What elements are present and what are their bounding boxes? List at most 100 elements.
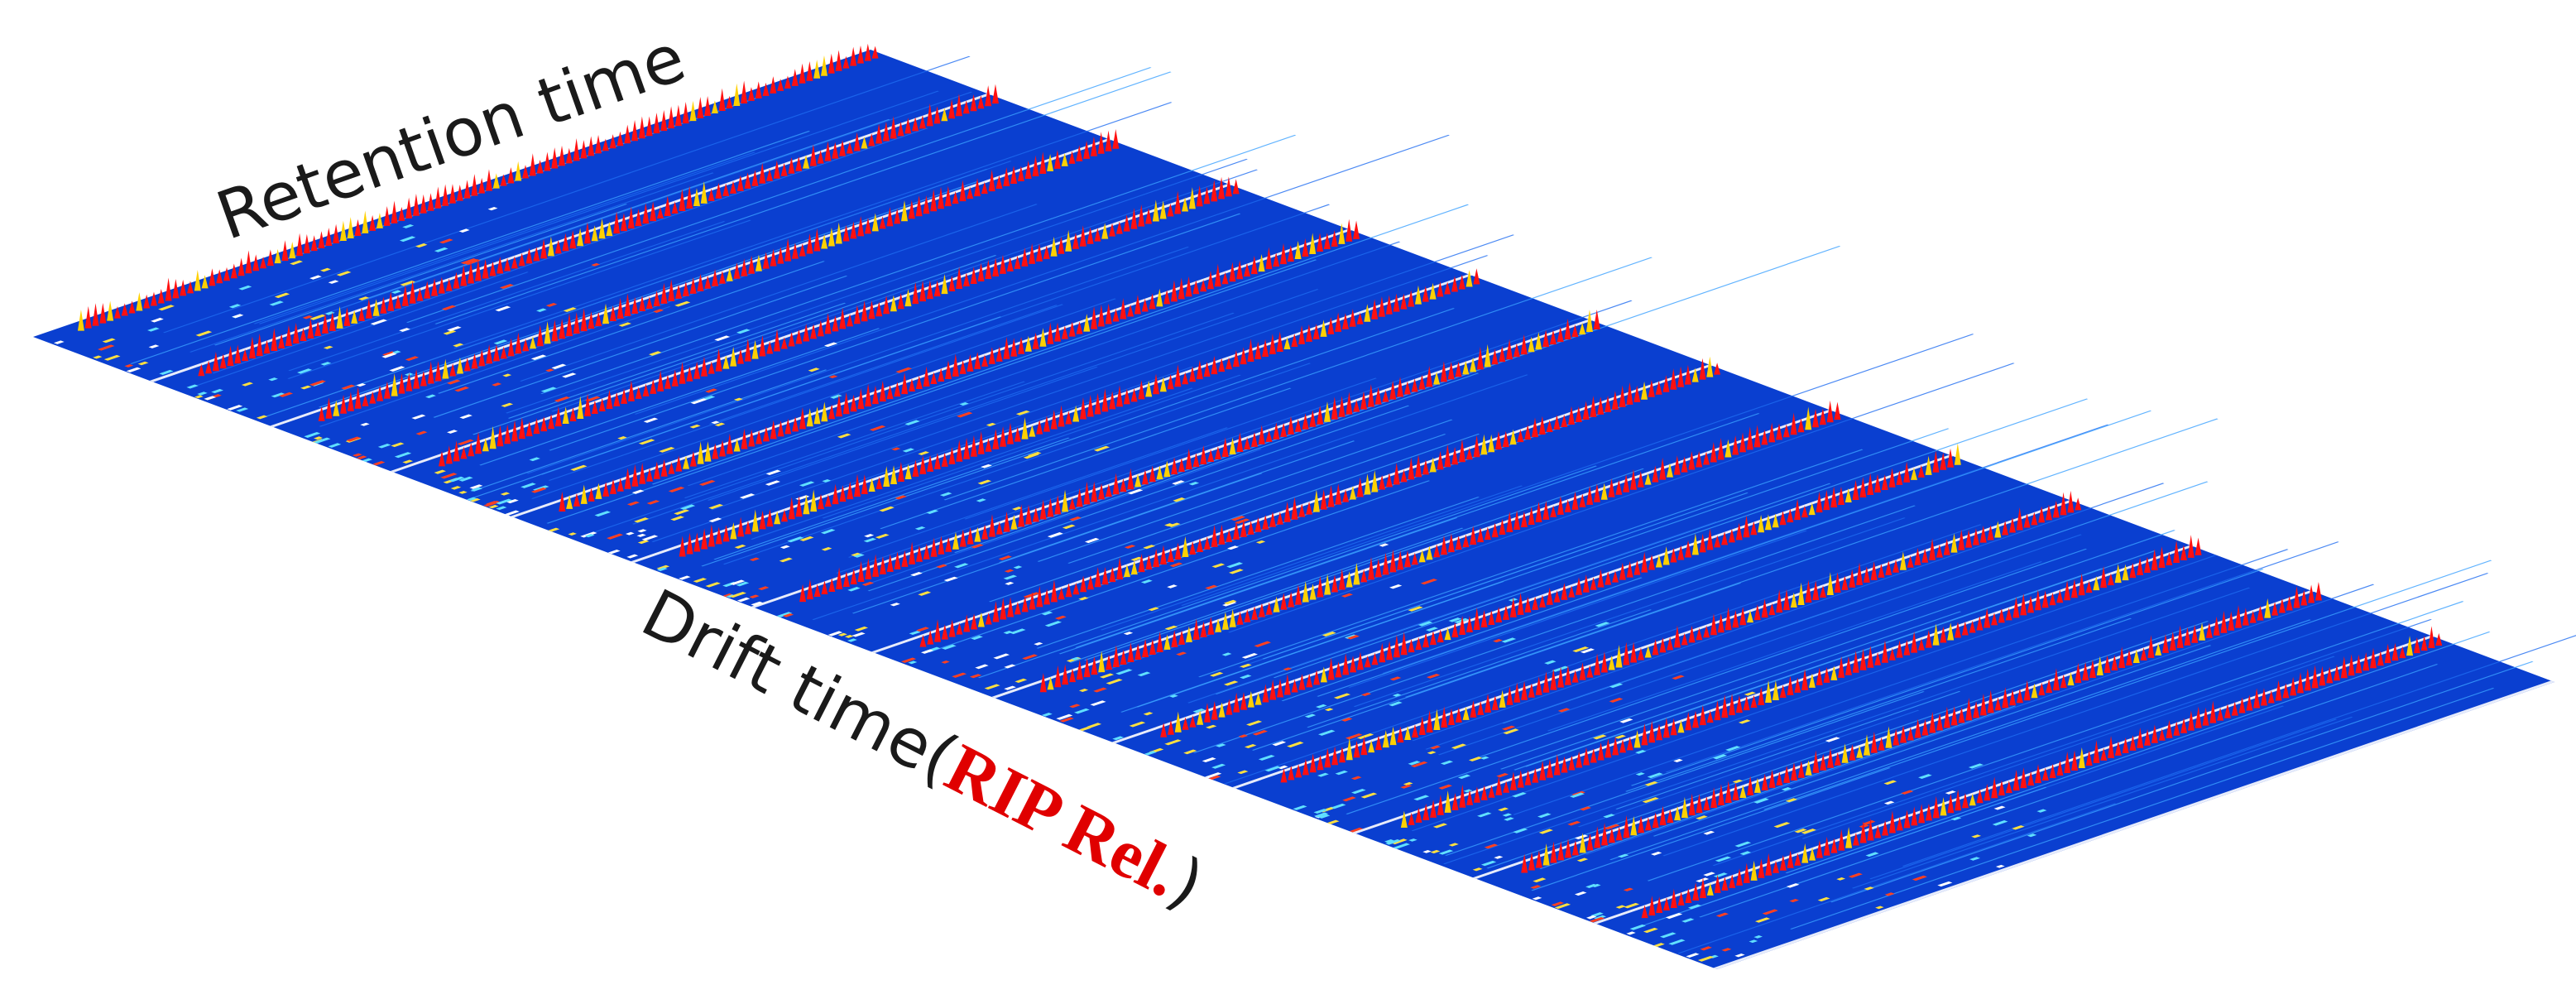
peak: [722, 183, 730, 196]
spot: [147, 327, 160, 332]
peak: [2103, 655, 2111, 674]
spot: [425, 394, 436, 399]
peak: [271, 328, 278, 352]
spot: [1579, 806, 1591, 811]
peak: [515, 161, 522, 181]
peak: [1254, 341, 1262, 360]
peak: [1729, 693, 1736, 716]
spot: [1127, 488, 1144, 495]
peak: [908, 199, 915, 219]
spot: [536, 308, 547, 312]
strip-separator: [1713, 680, 2554, 970]
peak: [1918, 804, 1926, 824]
peak: [1965, 697, 1973, 721]
spot: [920, 649, 934, 654]
peak: [1018, 337, 1025, 354]
peak: [216, 269, 223, 284]
spot: [1010, 628, 1026, 635]
peak: [1382, 552, 1389, 575]
peak: [912, 281, 919, 305]
spot: [362, 458, 372, 462]
streak: [867, 405, 1410, 592]
spot: [1786, 883, 1800, 888]
peak: [1633, 560, 1641, 575]
peak: [1648, 379, 1655, 397]
peak: [956, 267, 963, 290]
streak: [1547, 561, 2043, 732]
peak: [1163, 634, 1171, 650]
spot: [1480, 860, 1497, 867]
peak: [1597, 569, 1605, 588]
spot: [943, 576, 958, 582]
peak: [1684, 364, 1691, 385]
spot: [653, 309, 664, 313]
peak: [1047, 322, 1054, 344]
peak: [974, 526, 981, 542]
spot: [1557, 708, 1571, 713]
strip-background: [1235, 501, 2194, 834]
peak: [565, 313, 573, 337]
streak: [253, 151, 756, 324]
spot: [998, 555, 1012, 560]
peak: [959, 529, 967, 547]
peak: [773, 160, 780, 179]
peak: [99, 302, 107, 324]
peak: [766, 169, 774, 181]
strip-separator: [511, 228, 1352, 518]
peak: [486, 344, 493, 364]
peak: [952, 191, 959, 204]
peak: [1568, 755, 1576, 771]
peak: [1196, 538, 1203, 552]
peak: [1091, 306, 1098, 329]
peak: [1153, 548, 1160, 568]
peak: [1903, 461, 1911, 483]
strip-separator: [1472, 590, 2315, 879]
spot: [799, 481, 815, 487]
spot: [1202, 757, 1216, 763]
peak: [660, 109, 668, 132]
spot: [1883, 780, 1897, 785]
spot: [1569, 792, 1585, 798]
spot: [486, 501, 499, 506]
spot: [439, 238, 453, 244]
peak: [875, 301, 883, 317]
streak: [1092, 545, 1472, 675]
peak: [1174, 542, 1182, 560]
spot: [1385, 839, 1402, 845]
peak: [967, 186, 974, 199]
peak: [107, 300, 114, 321]
peak: [1539, 760, 1547, 781]
peak: [1280, 768, 1288, 783]
peak: [1123, 214, 1130, 232]
peak: [1429, 282, 1437, 300]
peak: [1010, 338, 1018, 357]
peak: [1393, 463, 1400, 485]
peak: [212, 351, 219, 372]
peak: [1623, 641, 1630, 665]
spectrum-strip: [394, 134, 1450, 518]
peak: [967, 527, 974, 545]
peak: [310, 235, 318, 252]
peak: [1317, 405, 1324, 425]
peak: [1878, 737, 1885, 751]
peak: [1273, 596, 1280, 612]
peak: [478, 177, 486, 194]
streak: [258, 90, 939, 324]
peak: [602, 138, 609, 151]
peak: [755, 81, 762, 98]
peak: [737, 516, 745, 537]
peak: [1061, 152, 1068, 166]
spot: [824, 342, 838, 348]
streak: [1037, 419, 1453, 562]
spot: [637, 540, 650, 545]
peak: [1014, 602, 1021, 615]
peak: [325, 228, 333, 247]
peak: [799, 243, 806, 257]
peak: [1167, 547, 1174, 563]
peak: [736, 175, 744, 191]
peak: [1666, 463, 1673, 478]
peak: [1170, 280, 1178, 302]
spot: [708, 517, 722, 522]
peak: [1353, 220, 1360, 239]
peak: [2137, 727, 2144, 748]
